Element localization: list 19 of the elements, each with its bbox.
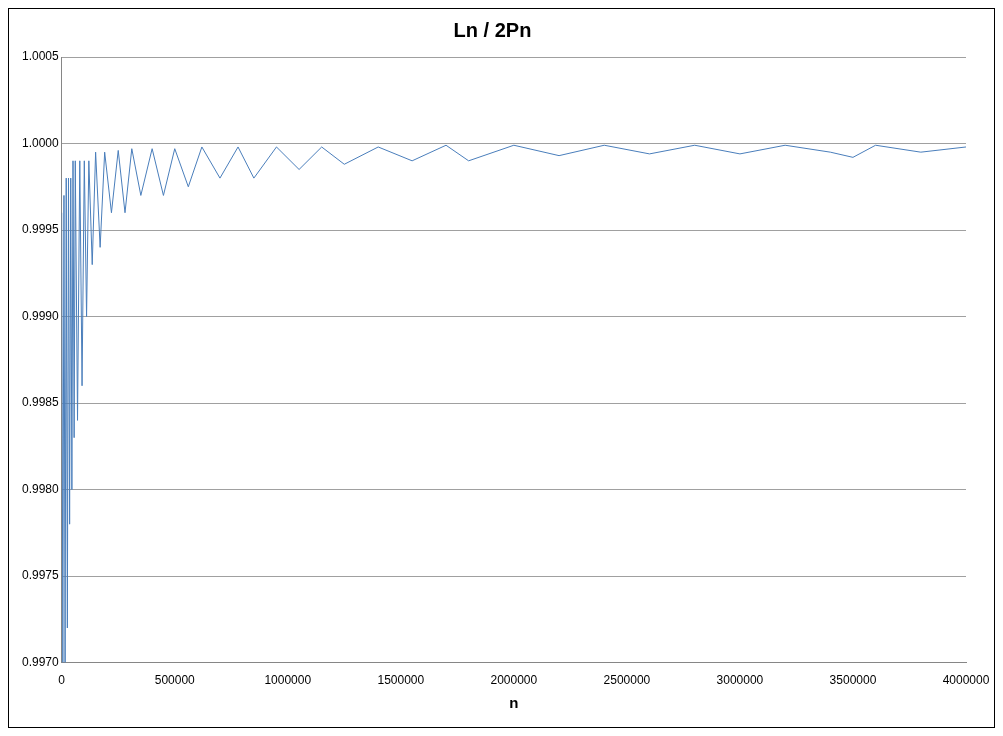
y-tick-label: 1.0005: [22, 49, 60, 64]
x-tick-label: 0: [58, 673, 66, 688]
x-tick-label: 500000: [154, 673, 196, 688]
y-tick-label: 0.9990: [22, 308, 60, 323]
x-tick-label: 2000000: [490, 673, 538, 688]
x-tick-label: 1500000: [377, 673, 425, 688]
y-tick-label: 0.9980: [22, 481, 60, 496]
x-axis-title: n: [509, 694, 519, 712]
y-tick-label: 0.9995: [22, 222, 60, 237]
y-tick-label: 0.9985: [22, 395, 60, 410]
x-tick-label: 4000000: [942, 673, 990, 688]
y-tick-label: 0.9970: [22, 654, 60, 669]
y-tick-label: 0.9975: [22, 568, 60, 583]
y-tick-label: 1.0000: [22, 135, 60, 150]
x-tick-label: 1000000: [264, 673, 312, 688]
x-tick-label: 2500000: [603, 673, 651, 688]
x-tick-label: 3000000: [716, 673, 764, 688]
chart-title: Ln / 2Pn: [453, 18, 532, 41]
x-tick-label: 3500000: [829, 673, 877, 688]
